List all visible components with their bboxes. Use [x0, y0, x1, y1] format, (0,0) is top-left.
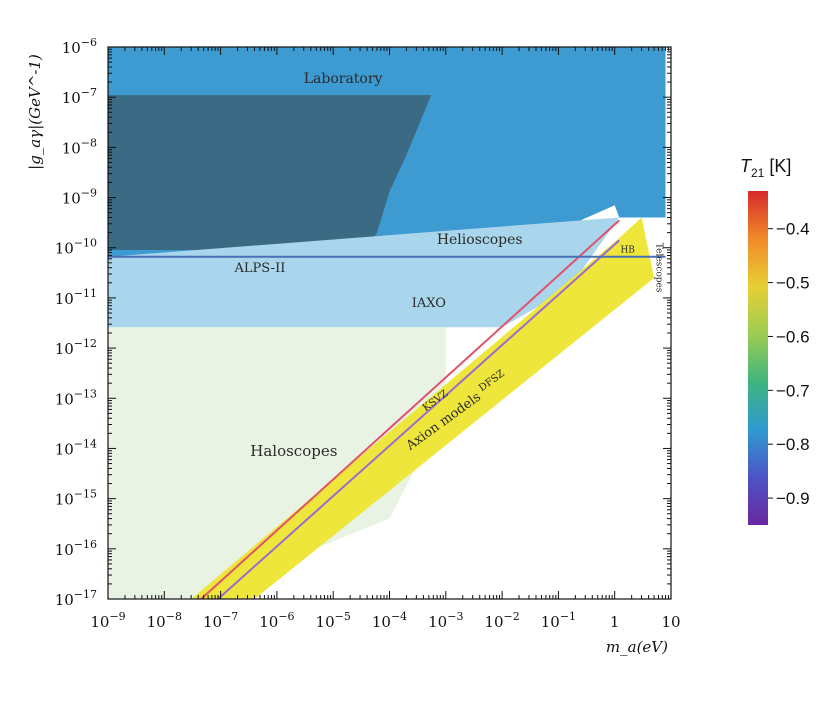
axis-ticks: [107, 46, 672, 600]
colorbar-tick-label: −0.5: [776, 274, 810, 293]
y-tick-label: 10−12: [55, 337, 97, 358]
colorbar-tick-label: −0.4: [776, 220, 810, 239]
x-tick-label: 10−1: [541, 610, 576, 631]
x-tick-labels: 10−9 10−8 10−7 10−6 10−5 10−4 10−3 10−2 10−1 1 10: [90, 610, 680, 631]
y-tick-label: 10−16: [55, 538, 97, 559]
line-ksvz: [200, 219, 620, 599]
label-laboratory: Laboratory: [304, 71, 383, 87]
x-tick-label: 10−7: [203, 610, 238, 631]
x-tick-label: 10−9: [90, 610, 125, 631]
label-telescopes: Telescopes: [653, 243, 663, 293]
x-tick-label: 10: [661, 613, 680, 631]
region-haloscopes-future: [108, 327, 446, 599]
x-tick-label: 10−8: [147, 610, 182, 631]
label-hb: HB: [620, 246, 635, 256]
colorbar-title: T21 [K]: [740, 156, 791, 180]
model-lines: [108, 219, 666, 599]
colorbar-gradient: [748, 191, 768, 525]
colorbar-tick-label: −0.8: [776, 435, 810, 454]
colorbar-tick-label: −0.9: [776, 489, 810, 508]
label-iaxo: IAXO: [412, 296, 446, 311]
y-tick-labels: 10−6 10−7 10−8 10−9 10−10 10−11 10−12 10−13 10−1…: [55, 36, 97, 609]
y-tick-label: 10−17: [55, 588, 97, 609]
y-tick-label: 10−9: [62, 187, 97, 208]
x-tick-label: 10−4: [372, 610, 407, 631]
y-tick-label: 10−8: [62, 136, 97, 157]
y-tick-label: 10−6: [62, 36, 97, 57]
colorbar-tick-label: −0.6: [776, 327, 810, 346]
colorbar: −0.4 −0.5 −0.6 −0.7 −0.8 −0.9 T21 [K]: [740, 156, 810, 525]
region-iaxo: [108, 217, 620, 328]
line-dfsz: [217, 239, 620, 599]
x-tick-label: 10−3: [428, 610, 463, 631]
y-tick-label: 10−15: [55, 488, 97, 509]
x-tick-label: 1: [610, 613, 620, 631]
x-axis-title: m_a(eV): [606, 638, 668, 656]
label-helioscopes: Helioscopes: [437, 232, 523, 248]
x-tick-label: 10−2: [484, 610, 519, 631]
y-tick-label: 10−7: [62, 86, 97, 107]
label-alps-ii: ALPS-II: [234, 261, 286, 276]
y-tick-label: 10−14: [55, 437, 97, 458]
y-tick-label: 10−10: [55, 237, 97, 258]
y-axis-title: |g_aγ|(GeV^-1): [26, 54, 44, 170]
x-tick-label: 10−5: [316, 610, 351, 631]
label-haloscopes: Haloscopes: [250, 442, 337, 460]
region-laboratory-dark: [108, 95, 432, 250]
y-tick-label: 10−11: [55, 287, 97, 308]
x-tick-label: 10−6: [259, 610, 294, 631]
colorbar-tick-label: −0.7: [776, 381, 810, 400]
y-tick-label: 10−13: [55, 387, 97, 408]
